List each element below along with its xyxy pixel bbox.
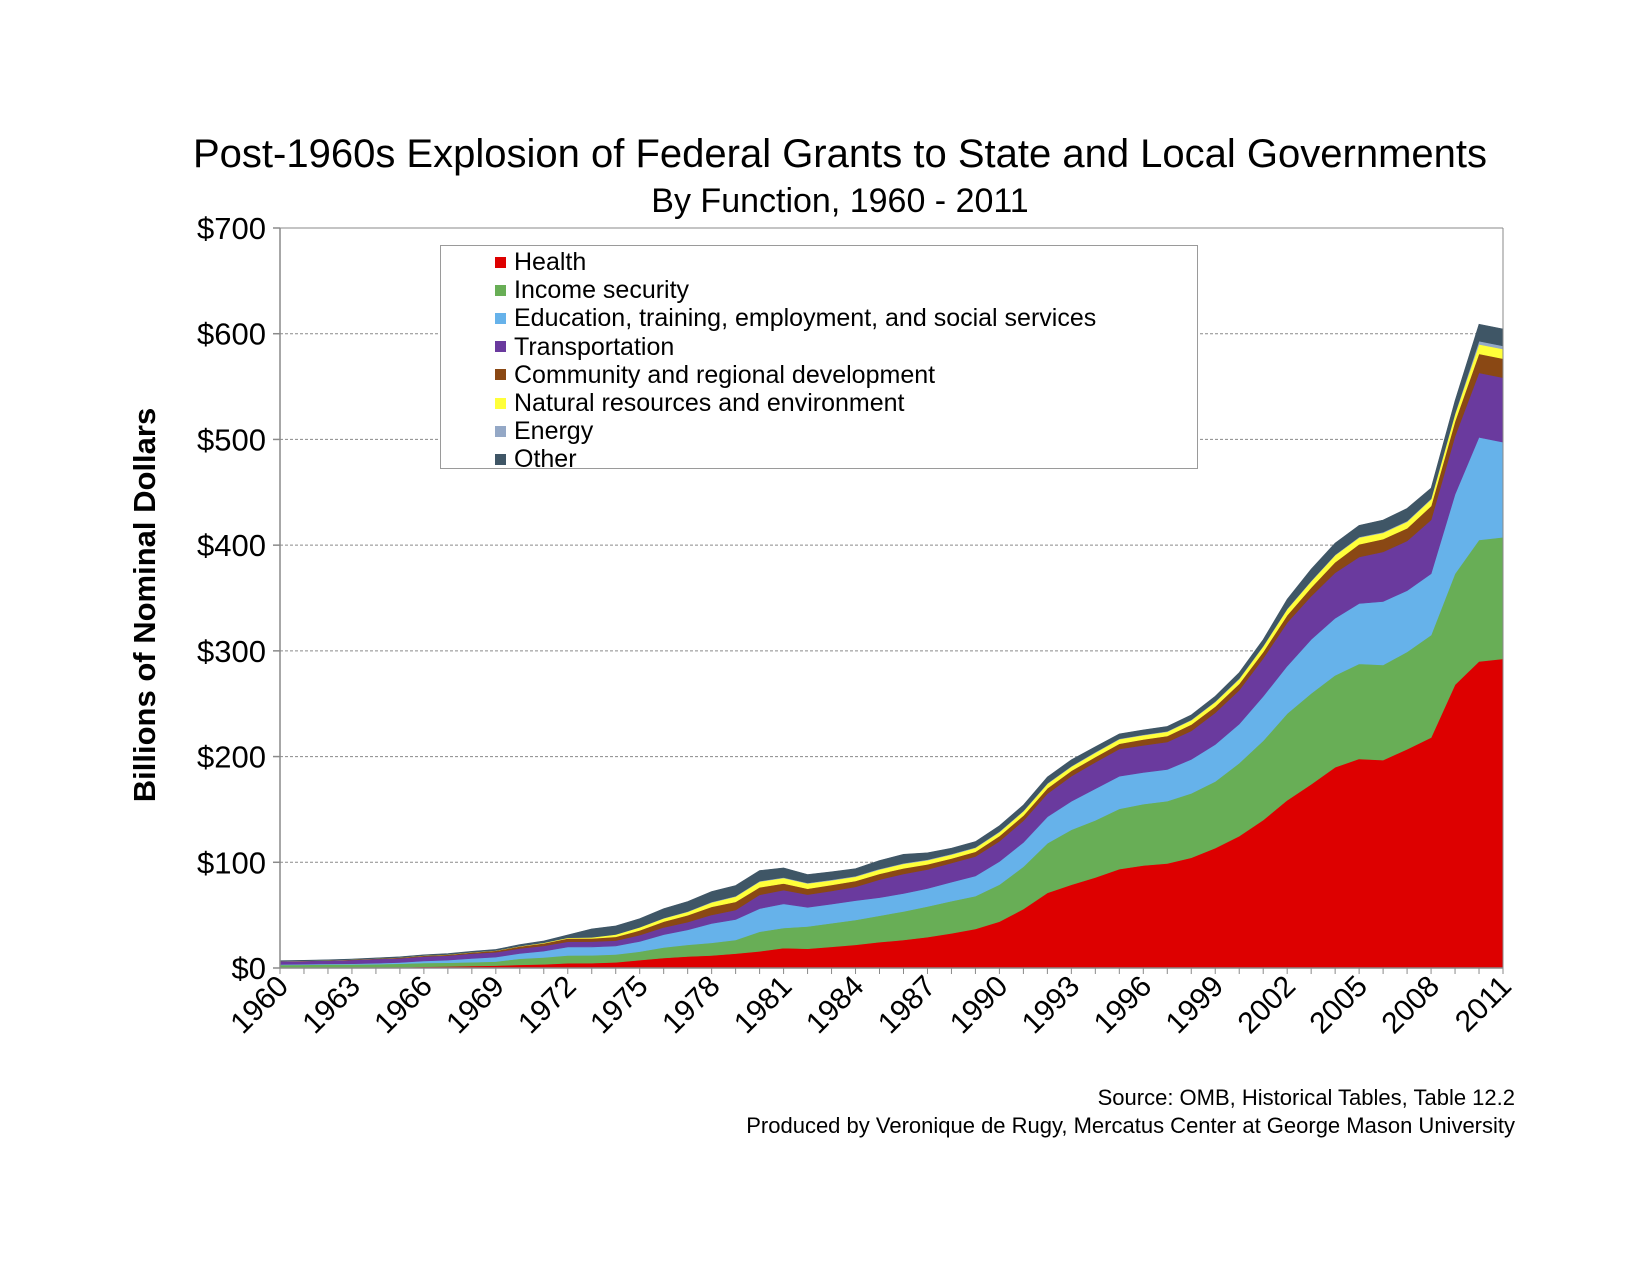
source-note: Source: OMB, Historical Tables, Table 12… <box>746 1084 1515 1140</box>
x-tick-label: 2008 <box>1375 970 1446 1041</box>
x-tick-label: 1969 <box>440 970 511 1041</box>
legend-swatch-transportation <box>495 341 506 353</box>
y-tick-label: $600 <box>197 317 266 352</box>
x-tick-label: 2011 <box>1449 970 1518 1039</box>
x-tick-label: 1984 <box>800 970 871 1041</box>
x-tick-label: 1966 <box>368 970 439 1041</box>
x-tick-label: 2002 <box>1232 970 1303 1041</box>
legend-swatch-other <box>495 453 506 465</box>
legend-swatch-income-security <box>495 284 506 296</box>
chart-subtitle: By Function, 1960 - 2011 <box>651 182 1029 220</box>
legend-item-other: Other <box>441 445 1197 473</box>
legend-item-education: Education, training, employment, and soc… <box>441 304 1197 332</box>
x-tick-label: 2005 <box>1304 970 1375 1041</box>
legend-swatch-community-development <box>495 369 506 381</box>
legend-swatch-energy <box>495 425 506 437</box>
x-tick-label: 1993 <box>1016 970 1087 1041</box>
legend-label-health: Health <box>514 248 587 277</box>
legend-item-transportation: Transportation <box>441 333 1197 361</box>
y-tick-label: $700 <box>197 211 266 246</box>
legend-item-health: Health <box>441 248 1197 276</box>
legend-label-energy: Energy <box>514 417 594 446</box>
legend-label-transportation: Transportation <box>514 332 675 361</box>
x-tick-label: 1996 <box>1088 970 1159 1041</box>
legend-label-income-security: Income security <box>514 276 690 305</box>
y-tick-label: $400 <box>197 528 266 563</box>
legend-swatch-education <box>495 312 506 324</box>
x-tick-label: 1972 <box>512 970 583 1041</box>
legend-label-education: Education, training, employment, and soc… <box>514 304 1097 333</box>
y-axis-label: Billions of Nominal Dollars <box>127 407 162 803</box>
legend-item-energy: Energy <box>441 417 1197 445</box>
credit-line: Produced by Veronique de Rugy, Mercatus … <box>746 1113 1515 1138</box>
x-tick-label: 1975 <box>584 970 655 1041</box>
x-tick-label: 1987 <box>872 970 943 1041</box>
x-tick-label: 1990 <box>944 970 1015 1041</box>
x-tick-label: 1963 <box>296 970 367 1041</box>
y-tick-label: $100 <box>197 845 266 880</box>
legend-label-other: Other <box>514 445 577 474</box>
legend-item-community-development: Community and regional development <box>441 361 1197 389</box>
legend-label-natural-resources: Natural resources and environment <box>514 389 905 418</box>
legend-swatch-natural-resources <box>495 397 506 409</box>
x-tick-label: 1999 <box>1160 970 1231 1041</box>
y-tick-label: $500 <box>197 422 266 457</box>
source-line: Source: OMB, Historical Tables, Table 12… <box>1097 1085 1515 1110</box>
chart-legend: Health Income security Education, traini… <box>440 245 1198 473</box>
legend-item-income-security: Income security <box>441 276 1197 304</box>
legend-swatch-health <box>495 256 506 268</box>
chart-title: Post-1960s Explosion of Federal Grants t… <box>192 132 1488 176</box>
legend-item-natural-resources: Natural resources and environment <box>441 389 1197 417</box>
legend-label-community-development: Community and regional development <box>514 360 936 389</box>
y-tick-label: $0 <box>232 951 266 986</box>
y-tick-label: $300 <box>197 634 266 669</box>
x-tick-label: 1981 <box>728 970 799 1041</box>
y-tick-label: $200 <box>197 740 266 775</box>
x-tick-label: 1978 <box>656 970 727 1041</box>
